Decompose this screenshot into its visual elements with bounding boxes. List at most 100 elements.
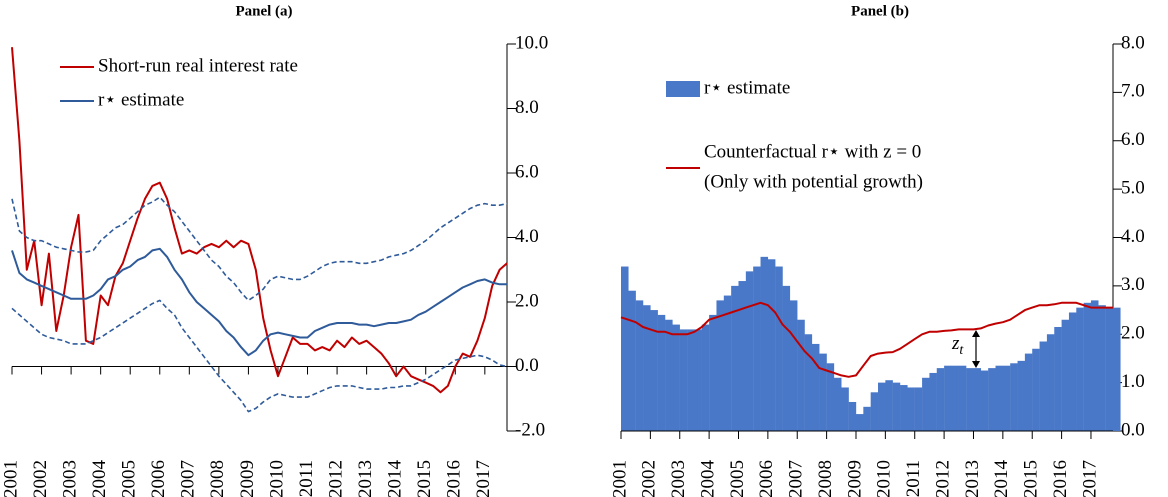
bar [951, 365, 959, 431]
bar [914, 387, 923, 431]
y-tick-label: 6.0 [1121, 129, 1145, 150]
bar [1032, 348, 1040, 431]
x-tick-label: 2001 [609, 460, 630, 497]
bar [1039, 341, 1048, 431]
bar [1024, 353, 1033, 431]
x-tick-label: 2016 [444, 460, 465, 497]
bar [922, 377, 930, 431]
panel: Panel (a) -2.0 0.0 2.0 4.0 6.0 8.0 10.0 2001 2002… [0, 3, 548, 497]
bar [900, 385, 908, 431]
bar [643, 305, 651, 431]
y-tick-label: 4.0 [515, 226, 539, 247]
band-line [11, 196, 508, 302]
y-tick-label: 1.0 [1121, 371, 1145, 392]
bar [1068, 312, 1077, 431]
y-tick-label: 2.0 [1121, 323, 1145, 344]
x-tick-label: 2015 [414, 460, 435, 497]
bar [819, 353, 827, 431]
annotation-text: zt [951, 333, 964, 358]
bar [863, 406, 871, 431]
x-tick-label: 2009 [237, 460, 258, 497]
x-tick-label: 2006 [756, 460, 777, 497]
bar [892, 382, 901, 431]
legend-label: Counterfactual r⋆ with z = 0 [704, 141, 921, 162]
bar [760, 256, 769, 431]
bar [848, 401, 857, 431]
y-tick-label: 5.0 [1121, 177, 1145, 198]
bar [709, 314, 717, 431]
x-tick-label: 2010 [874, 460, 895, 497]
x-tick-label: 2007 [178, 460, 199, 497]
bar [1002, 365, 1011, 431]
bar [665, 319, 673, 431]
panel: Panel (b) 0.0 1.0 2.0 3.0 4.0 5.0 6.0 7.0 8.0 2001… [609, 3, 1144, 497]
x-tick-label: 2003 [59, 460, 80, 497]
bar [973, 368, 982, 431]
x-tick-label: 2006 [148, 460, 169, 497]
bar [767, 259, 776, 431]
bar [1083, 302, 1092, 431]
panel-title: Panel (b) [851, 3, 909, 19]
x-tick-label: 2005 [119, 460, 140, 497]
bar [694, 329, 702, 431]
bar [745, 271, 754, 431]
bar [1090, 300, 1099, 431]
bar [1098, 305, 1106, 431]
y-tick-label: 4.0 [1121, 226, 1145, 247]
bar [679, 329, 688, 431]
x-tick-label: 2014 [991, 460, 1012, 497]
x-tick-label: 2004 [697, 460, 718, 497]
x-tick-label: 2001 [0, 460, 21, 497]
bar [723, 295, 732, 431]
bar [988, 368, 996, 431]
y-tick-label: 0.0 [515, 355, 539, 376]
y-tick-label: 2.0 [515, 290, 539, 311]
bar [1046, 334, 1055, 431]
x-tick-label: 2011 [296, 460, 317, 497]
bar [650, 310, 658, 431]
bar [929, 372, 937, 431]
bar [701, 324, 710, 431]
y-tick-label: 3.0 [1121, 274, 1145, 295]
bar [1054, 326, 1062, 431]
x-tick-label: 2002 [639, 460, 660, 497]
bar [1076, 307, 1084, 431]
series-line [11, 47, 508, 394]
x-tick-label: 2017 [1079, 460, 1100, 497]
panel-title: Panel (a) [235, 3, 292, 19]
bar [870, 392, 879, 431]
legend-note: (Only with potential growth) [704, 171, 923, 192]
x-tick-label: 2002 [30, 460, 51, 497]
bar [775, 266, 783, 431]
x-tick-label: 2009 [844, 460, 865, 497]
bar [731, 285, 739, 431]
annotation-main: z [951, 333, 960, 354]
bar [841, 387, 849, 431]
y-tick-label: 8.0 [1121, 32, 1145, 53]
y-tick-label: 10.0 [515, 32, 548, 53]
bar [628, 290, 636, 431]
bar [1017, 360, 1026, 431]
bar [936, 368, 945, 431]
x-tick-label: 2010 [266, 460, 287, 497]
x-tick-label: 2007 [786, 460, 807, 497]
x-tick-label: 2008 [815, 460, 836, 497]
bar [1061, 319, 1070, 431]
bar [716, 300, 724, 431]
x-tick-label: 2013 [962, 460, 983, 497]
bar [833, 377, 842, 431]
x-tick-label: 2004 [89, 460, 110, 497]
annotation-sub: t [959, 343, 964, 358]
bar [878, 382, 886, 431]
bar [811, 343, 820, 431]
bar [1105, 307, 1114, 431]
bar [635, 300, 644, 431]
y-tick-label: -2.0 [515, 419, 545, 440]
x-tick-label: 2008 [207, 460, 228, 497]
bar [797, 319, 805, 431]
bar [782, 285, 791, 431]
x-tick-label: 2012 [325, 460, 346, 497]
x-tick-label: 2013 [355, 460, 376, 497]
annotation: zt [951, 330, 980, 368]
bar [966, 368, 974, 431]
